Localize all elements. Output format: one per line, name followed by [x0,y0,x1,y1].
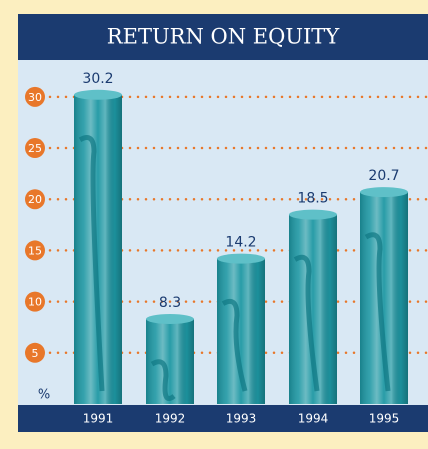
y-tick-label: 20 [28,193,42,206]
x-tick-label: 1995 [369,412,400,426]
y-tick-label: 25 [28,142,42,155]
data-label: 20.7 [368,168,399,184]
data-label: 18.5 [297,191,328,207]
x-tick-label: 1994 [298,412,329,426]
bar-top [289,210,337,220]
chart: RETURN ON EQUITY % 5 10 15 20 25 30 1991 30.2 19… [0,0,428,449]
y-axis-label: % [38,388,50,403]
bar-top [360,187,408,197]
axis-bar [18,405,428,432]
x-tick-label: 1991 [83,412,114,426]
bar-top [217,254,265,264]
x-tick-label: 1992 [155,412,186,426]
data-label: 14.2 [225,235,256,251]
bar-top [146,314,194,324]
bar-top [74,90,122,100]
chart-title: RETURN ON EQUITY [107,25,341,49]
y-tick-label: 10 [28,296,42,309]
data-label: 30.2 [82,71,113,87]
y-tick-label: 30 [28,91,42,104]
y-tick-label: 15 [28,244,42,257]
x-tick-label: 1993 [226,412,257,426]
data-label: 8.3 [159,295,181,311]
y-tick-label: 5 [32,347,39,360]
